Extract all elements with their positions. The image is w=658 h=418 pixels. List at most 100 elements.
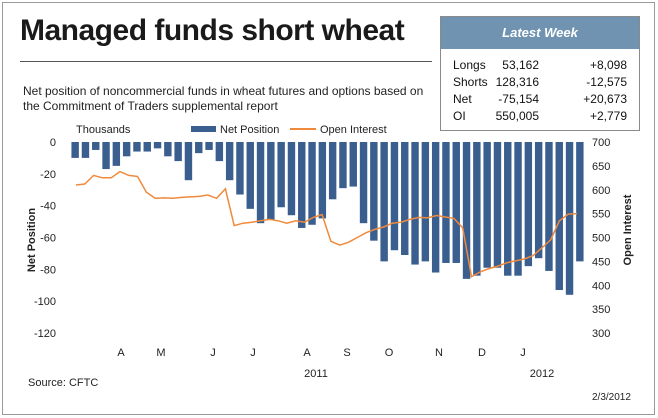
- net-position-bar: [71, 142, 79, 158]
- row-value: 128,316: [495, 75, 539, 89]
- net-position-bar: [195, 142, 203, 154]
- x-tick-label: N: [435, 347, 443, 359]
- right-tick-label: 550: [592, 209, 610, 221]
- row-value: 550,005: [495, 109, 539, 123]
- net-position-bar: [246, 142, 254, 209]
- legend-label-net-position: Net Position: [220, 124, 279, 136]
- latest-week-row-shorts: Shorts 128,316 -12,575: [441, 75, 639, 91]
- x-tick-label: M: [156, 347, 165, 359]
- net-position-bar: [225, 142, 234, 181]
- legend: Net Position Open Interest: [191, 124, 387, 136]
- net-position-bar: [504, 142, 512, 276]
- net-position-bar: [215, 142, 224, 162]
- title-rule: [20, 61, 432, 62]
- net-position-bar: [524, 142, 533, 267]
- units-label: Thousands: [76, 124, 131, 136]
- date-stamp: 2/3/2012: [592, 392, 631, 403]
- net-position-bar: [153, 142, 162, 149]
- net-position-bar: [236, 142, 244, 195]
- net-position-bar: [421, 142, 430, 262]
- row-change: +2,779: [589, 109, 627, 123]
- net-position-bar: [267, 142, 275, 220]
- x-tick-label: S: [343, 347, 350, 359]
- row-label: Shorts: [453, 75, 488, 89]
- right-tick-label: 350: [592, 304, 610, 316]
- net-position-bar: [143, 142, 151, 152]
- right-tick-label: 400: [592, 280, 610, 292]
- latest-week-row-net: Net -75,154 +20,673: [441, 92, 639, 108]
- net-position-bar: [565, 142, 574, 295]
- left-tick-label: -80: [40, 264, 56, 276]
- right-tick-label: 300: [592, 328, 610, 340]
- net-position-bar: [256, 142, 265, 224]
- net-position-bar: [483, 142, 491, 268]
- row-change: +8,098: [589, 58, 627, 72]
- row-label: OI: [453, 109, 466, 123]
- net-position-bar: [576, 142, 584, 262]
- net-position-bar: [452, 142, 460, 263]
- net-position-bar: [411, 142, 419, 265]
- left-axis-ticks: 0 -20 -40 -60 -80 -100 -120: [34, 137, 56, 340]
- net-position-bar: [102, 142, 110, 170]
- net-position-bar: [205, 142, 213, 150]
- x-tick-label: J: [520, 347, 526, 359]
- net-position-bars: [71, 142, 584, 295]
- left-tick-label: -120: [34, 328, 56, 340]
- right-tick-label: 500: [592, 233, 610, 245]
- net-position-bar: [298, 142, 306, 228]
- net-position-bar: [545, 142, 553, 271]
- row-change: +20,673: [583, 92, 627, 106]
- net-position-bar: [164, 142, 172, 157]
- net-position-bar: [184, 142, 193, 181]
- net-position-bar: [174, 142, 182, 162]
- net-position-bar: [473, 142, 481, 276]
- open-interest-line: [75, 170, 578, 278]
- right-axis-title: Open Interest: [622, 194, 634, 265]
- x-tick-label: O: [385, 347, 394, 359]
- right-tick-label: 600: [592, 185, 610, 197]
- net-position-bar: [431, 142, 440, 273]
- net-position-bar: [112, 142, 121, 166]
- x-tick-label: A: [117, 347, 125, 359]
- left-tick-label: -60: [40, 233, 56, 245]
- right-tick-label: 700: [592, 137, 610, 149]
- net-position-bar: [390, 142, 399, 251]
- net-position-bar: [277, 142, 285, 208]
- right-axis-ticks: 700 650 600 550 500 450 400 350 300: [592, 137, 610, 340]
- net-position-bar: [442, 142, 450, 263]
- latest-week-row-oi: OI 550,005 +2,779: [441, 109, 639, 125]
- chart-title: Managed funds short wheat: [20, 14, 405, 47]
- latest-week-row-longs: Longs 53,162 +8,098: [441, 58, 639, 74]
- row-value: -75,154: [498, 92, 539, 106]
- latest-week-box: Latest Week Longs 53,162 +8,098 Shorts 1…: [440, 16, 640, 131]
- x-tick-label: J: [210, 347, 216, 359]
- row-value: 53,162: [502, 58, 539, 72]
- left-tick-label: -100: [34, 296, 56, 308]
- row-label: Net: [453, 92, 472, 106]
- left-tick-label: 0: [50, 137, 56, 149]
- left-tick-label: -20: [40, 169, 56, 181]
- net-position-bar: [133, 142, 141, 152]
- net-position-bar: [339, 142, 347, 189]
- net-position-bar: [359, 142, 368, 224]
- x-tick-label: J: [250, 347, 256, 359]
- row-change: -12,575: [586, 75, 627, 89]
- net-position-bar: [122, 142, 131, 157]
- legend-swatch-net-position: [191, 126, 216, 132]
- row-label: Longs: [453, 58, 486, 72]
- net-position-bar: [401, 142, 409, 256]
- x-tick-label: A: [303, 347, 311, 359]
- net-position-bar: [287, 142, 296, 216]
- source-note: Source: CFTC: [28, 377, 99, 389]
- net-position-bar: [81, 142, 90, 158]
- net-position-bar: [380, 142, 388, 262]
- right-tick-label: 650: [592, 161, 610, 173]
- net-position-bar: [349, 142, 357, 187]
- x-tick-label: D: [478, 347, 486, 359]
- net-position-bar: [514, 142, 522, 276]
- left-tick-label: -40: [40, 201, 56, 213]
- latest-week-header: Latest Week: [441, 17, 639, 49]
- net-position-bar: [555, 142, 563, 291]
- net-position-bar: [493, 142, 502, 268]
